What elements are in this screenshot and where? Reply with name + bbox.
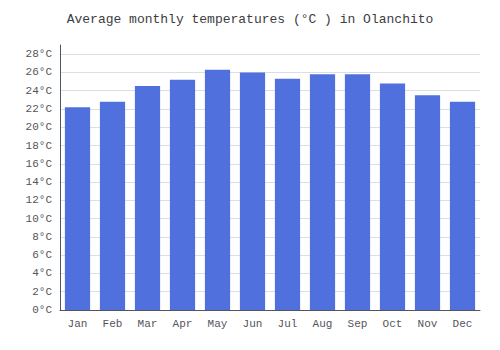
svg-text:2°C: 2°C	[32, 286, 52, 298]
svg-text:6°C: 6°C	[32, 249, 52, 261]
svg-text:16°C: 16°C	[26, 158, 53, 170]
svg-text:4°C: 4°C	[32, 267, 52, 279]
svg-text:28°C: 28°C	[26, 48, 53, 60]
svg-text:20°C: 20°C	[26, 121, 53, 133]
svg-text:Nov: Nov	[418, 318, 438, 330]
svg-text:10°C: 10°C	[26, 213, 53, 225]
svg-text:Jul: Jul	[278, 318, 298, 330]
svg-text:Feb: Feb	[103, 318, 123, 330]
svg-text:Dec: Dec	[453, 318, 473, 330]
svg-text:Apr: Apr	[173, 318, 193, 330]
svg-text:14°C: 14°C	[26, 176, 53, 188]
svg-text:12°C: 12°C	[26, 194, 53, 206]
svg-text:0°C: 0°C	[32, 304, 52, 316]
svg-text:Sep: Sep	[348, 318, 368, 330]
svg-text:8°C: 8°C	[32, 231, 52, 243]
svg-text:Jan: Jan	[68, 318, 88, 330]
svg-text:18°C: 18°C	[26, 140, 53, 152]
svg-text:22°C: 22°C	[26, 103, 53, 115]
svg-text:24°C: 24°C	[26, 85, 53, 97]
svg-text:Average monthly temperatures (: Average monthly temperatures (°C ) in Ol…	[67, 12, 434, 27]
svg-text:Jun: Jun	[243, 318, 263, 330]
svg-text:Aug: Aug	[313, 318, 333, 330]
svg-text:May: May	[208, 318, 228, 330]
svg-text:Mar: Mar	[138, 318, 158, 330]
svg-text:Oct: Oct	[383, 318, 403, 330]
svg-text:26°C: 26°C	[26, 66, 53, 78]
